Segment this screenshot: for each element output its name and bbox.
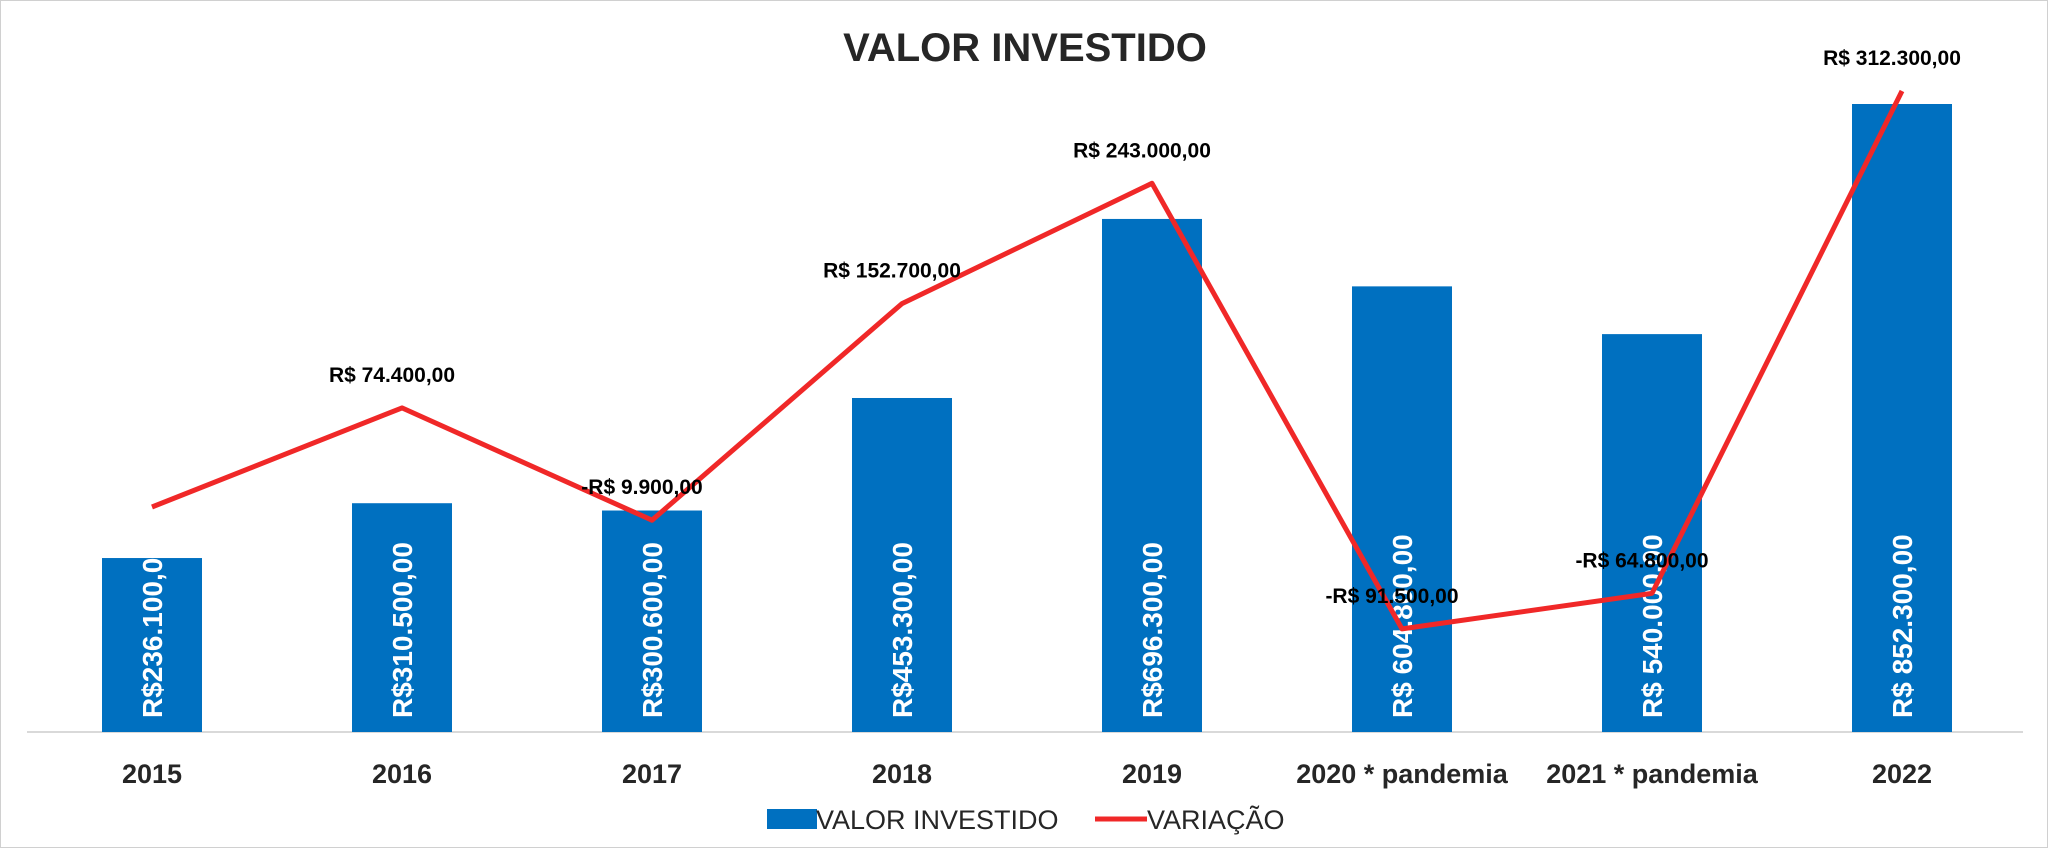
legend-label-variacao: VARIAÇÃO <box>1147 804 1285 835</box>
line-value-label: -R$ 91.500,00 <box>1325 585 1458 608</box>
line-value-label: R$ 243.000,00 <box>1073 139 1211 162</box>
bar <box>352 503 452 732</box>
line-value-label: -R$ 9.900,00 <box>581 476 702 499</box>
x-tick-label: 2019 <box>1122 759 1182 789</box>
x-tick-label: 2018 <box>872 759 932 789</box>
x-tick-label: 2021 * pandemia <box>1546 759 1759 789</box>
legend-label-valor-investido: VALOR INVESTIDO <box>816 805 1059 835</box>
line-value-label: -R$ 64.800,00 <box>1575 549 1708 572</box>
line-value-label: R$ 74.400,00 <box>329 364 455 387</box>
x-tick-label: 2022 <box>1872 759 1932 789</box>
bar-value-label: R$310.500,00 <box>387 542 418 718</box>
bar <box>102 558 202 732</box>
bar-value-label: R$696.300,00 <box>1137 542 1168 718</box>
bar-value-label: R$ 540.000,00 <box>1637 534 1668 718</box>
variation-line <box>151 89 1905 632</box>
line-value-label: R$ 312.300,00 <box>1823 47 1961 70</box>
chart-title: VALOR INVESTIDO <box>843 26 1207 70</box>
x-tick-label: 2020 * pandemia <box>1296 759 1509 789</box>
bar-series: R$236.100,00 R$310.500,00 R$300.600,00 R$45… <box>102 104 1952 732</box>
bar <box>1102 218 1202 732</box>
bar <box>1602 334 1702 732</box>
bar <box>852 397 952 732</box>
bar <box>1852 104 1952 732</box>
bar-value-label: R$ 852.300,00 <box>1887 534 1918 718</box>
legend-swatch-valor-investido <box>767 809 817 829</box>
bar <box>602 510 702 732</box>
bar-value-label: R$236.100,00 <box>137 542 168 718</box>
line-value-label: R$ 152.700,00 <box>823 260 961 283</box>
bar <box>1352 286 1452 732</box>
bar-value-label: R$453.300,00 <box>887 542 918 718</box>
x-axis-ticks: 2015 2016 2017 2018 2019 2020 * pandemia 2021 … <box>122 759 1932 789</box>
bar-value-label: R$300.600,00 <box>637 542 668 718</box>
x-tick-label: 2016 <box>372 759 432 789</box>
x-tick-label: 2017 <box>622 759 682 789</box>
x-tick-label: 2015 <box>122 759 182 789</box>
line-series: R$ 74.400,00 -R$ 9.900,00 R$ 152.700,00 R$ … <box>151 47 1961 632</box>
legend: VALOR INVESTIDO VARIAÇÃO <box>767 804 1285 835</box>
